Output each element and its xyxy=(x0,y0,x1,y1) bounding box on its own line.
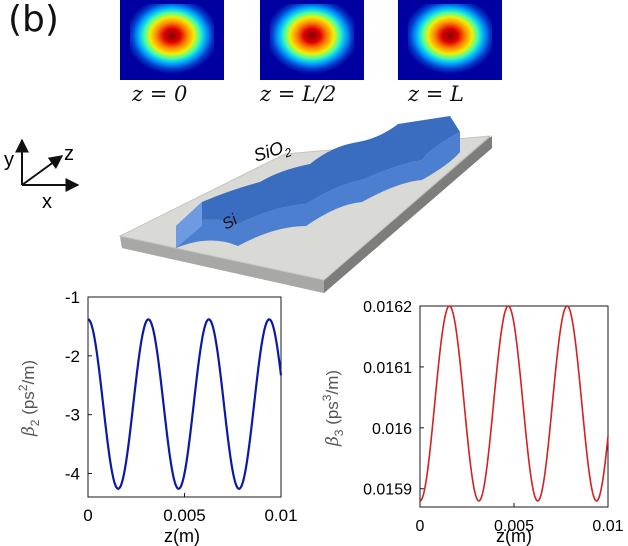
y-tick-label: 0.0162 xyxy=(363,299,412,316)
x-tick-label: 0.005 xyxy=(163,506,206,525)
y-tick-label: -1 xyxy=(65,288,80,307)
chart-beta3-ylabel: β3 (ps3/m) xyxy=(320,370,346,447)
y-tick-label: -2 xyxy=(65,347,80,366)
mode-profile-zhalf xyxy=(260,0,364,80)
y-tick-label: 0.016 xyxy=(372,421,412,438)
y-tick-label: 0.0161 xyxy=(363,360,412,377)
x-tick-label: 0 xyxy=(83,506,92,525)
x-tick-label: 0.01 xyxy=(264,506,297,525)
waveguide-core-end xyxy=(176,202,202,248)
mode-profile-z0 xyxy=(120,0,224,80)
waveguide-core-front xyxy=(176,132,460,248)
beta2-series-line xyxy=(87,318,283,490)
beta3-series-line xyxy=(419,305,609,502)
x-tick-label: 0 xyxy=(416,518,425,535)
x-tick-label: 0.01 xyxy=(592,518,623,535)
mode-profile-zL xyxy=(398,0,502,80)
chart-beta2-xlabel: z(m) xyxy=(164,526,200,546)
mode-caption-zhalf: z = L/2 xyxy=(260,82,337,106)
substrate-front-left xyxy=(120,236,324,293)
mode-caption-z0: z = 0 xyxy=(132,82,188,106)
y-axis-label: y xyxy=(4,149,14,171)
chart-beta2: -1 -2 -3 -4 0 0.005 0.01 z(m) β2 (ps2/m) xyxy=(16,288,298,546)
chart-beta2-frame xyxy=(87,296,282,498)
chart-beta3-xlabel: z(m) xyxy=(496,526,532,546)
mode-caption-zL: z = L xyxy=(408,82,464,106)
substrate-front-right xyxy=(324,136,492,293)
waveguide-device: SiO2 Si xyxy=(118,116,492,293)
x-axis-label: x xyxy=(42,191,52,213)
z-axis-arrow xyxy=(21,155,64,186)
y-tick-label: -3 xyxy=(65,406,80,425)
coordinate-axes: y z x xyxy=(4,138,80,213)
y-tick-label: 0.0159 xyxy=(363,482,412,499)
waveguide-core-top xyxy=(176,116,460,226)
y-tick-label: -4 xyxy=(65,464,80,483)
chart-beta2-ylabel: β2 (ps2/m) xyxy=(16,360,42,437)
panel-label: (b) xyxy=(8,0,59,40)
chart-beta3-frame xyxy=(419,305,609,508)
x-tick-label: 0.005 xyxy=(494,518,534,535)
z-axis-label: z xyxy=(64,143,74,165)
